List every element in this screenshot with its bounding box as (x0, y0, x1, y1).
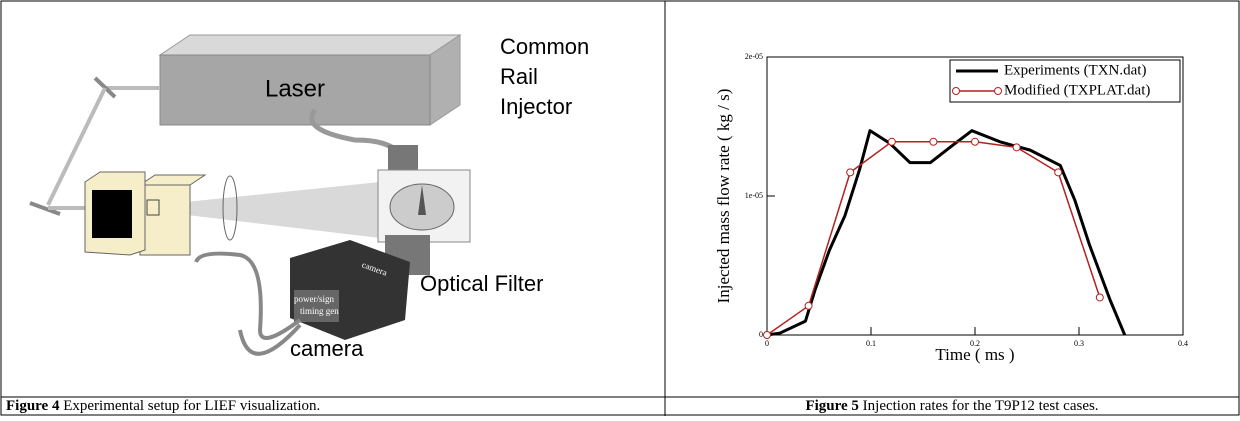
label-injector: Injector (500, 94, 572, 119)
computer-tower (140, 185, 190, 255)
x-tick-label: 0 (765, 339, 769, 348)
series-line (767, 142, 1100, 335)
legend-label: Experiments (TXN.dat) (1004, 62, 1146, 78)
y-tick-label: 1e-05 (745, 191, 763, 200)
x-tick-label: 0.4 (1178, 339, 1188, 348)
caption-text: Experimental setup for LIEF visualizatio… (63, 398, 320, 414)
y-axis-label: Injected mass flow rate ( kg / s) (714, 89, 733, 304)
caption-label: Figure 5 (805, 398, 858, 414)
x-tick-label: 0.3 (1074, 339, 1084, 348)
marker (972, 138, 979, 145)
camera-cable (196, 254, 300, 338)
label-laser: Laser (265, 75, 325, 102)
screen (92, 190, 132, 238)
y-tick-label: 2e-05 (745, 52, 763, 61)
marker (1013, 144, 1020, 151)
diagram: Laser Common Rail Injector Optical Filte… (30, 34, 589, 361)
series-line (767, 131, 1125, 335)
legend-marker (995, 88, 1002, 95)
marker (930, 138, 937, 145)
caption: Figure 4 Experimental setup for LIEF vis… (6, 398, 320, 414)
computer (140, 175, 205, 185)
marker (764, 332, 771, 339)
y-tick-label: 0 (759, 330, 763, 339)
label-injector: Common (500, 34, 589, 59)
x-tick-label: 0.1 (866, 339, 876, 348)
page: Laser Common Rail Injector Optical Filte… (0, 0, 1240, 416)
laser-top (160, 35, 460, 55)
label-filter: Optical Filter (420, 271, 543, 296)
caption-label: Figure 4 (6, 398, 60, 414)
legend-marker (953, 88, 960, 95)
marker (805, 302, 812, 309)
camera-text: power/sign (294, 294, 334, 304)
camera-text: timing gen (300, 306, 339, 316)
marker (1055, 169, 1062, 176)
caption-text: Injection rates for the T9P12 test cases… (863, 398, 1099, 414)
caption: Figure 5 Injection rates for the T9P12 t… (805, 398, 1098, 414)
marker (1096, 294, 1103, 301)
legend-label: Modified (TXPLAT.dat) (1004, 82, 1150, 98)
label-camera: camera (290, 336, 364, 361)
marker (888, 138, 895, 145)
label-injector: Rail (500, 64, 538, 89)
x-axis-label: Time ( ms ) (935, 345, 1014, 364)
marker (847, 169, 854, 176)
